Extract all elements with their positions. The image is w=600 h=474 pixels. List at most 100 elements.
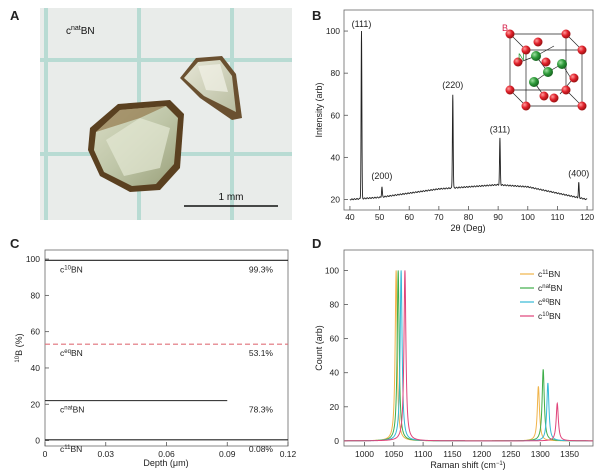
x-tick-label: 0.12 (280, 449, 297, 459)
x-tick-label: 0.06 (158, 449, 175, 459)
x-tick-label: 60 (404, 212, 414, 222)
inset-label-boron: B (502, 23, 508, 33)
panel-c-letter: C (10, 236, 20, 251)
x-tick-label: 90 (493, 212, 503, 222)
y-tick-label: 80 (31, 290, 41, 300)
legend-item-cnatbn: cnatBN (520, 283, 562, 293)
y-tick-label: 20 (31, 399, 41, 409)
panel-a: A (10, 8, 292, 220)
panel-b-letter: B (312, 8, 321, 23)
raman-line-ceqbn (344, 270, 593, 442)
y-axis-label: Count (arb) (314, 325, 324, 371)
scale-bar-label: 1 mm (219, 192, 244, 203)
x-tick-label: 100 (521, 212, 535, 222)
series-label-ceqbn: ceqBN (60, 348, 83, 358)
x-tick-label: 1100 (414, 449, 433, 459)
x-tick-label: 0.09 (219, 449, 236, 459)
peak-labels: (111) (200) (220) (311) (400) (352, 19, 590, 181)
panel-b: B 20 40 60 80 100 40 50 60 70 80 90 100 110 120 Inte… (312, 8, 594, 233)
y-axis-ticks: 20 40 60 80 100 (326, 26, 348, 204)
peak-label: (311) (490, 124, 510, 134)
x-tick-label: 1050 (384, 449, 403, 459)
panel-a-letter: A (10, 8, 20, 23)
y-tick-label: 20 (330, 402, 340, 412)
peak-label: (200) (371, 171, 392, 181)
y-tick-label: 40 (31, 363, 41, 373)
series-value-c10bn: 99.3% (249, 264, 274, 274)
y-tick-label: 0 (334, 436, 339, 446)
peak-label: (220) (442, 80, 463, 90)
raman-line-c11bn (344, 270, 593, 442)
boron-atoms (505, 29, 587, 111)
y-tick-label: 60 (331, 110, 341, 120)
peak-label: (400) (568, 169, 589, 179)
y-tick-label: 80 (330, 300, 340, 310)
x-axis-ticks: 1000 1050 1100 1150 1200 1250 1300 1350 (355, 442, 579, 459)
x-tick-label: 120 (580, 212, 594, 222)
series-value-cnatbn: 78.3% (249, 405, 274, 415)
series-value-c11bn: 0.08% (249, 444, 274, 454)
series-labels: c10BN ceqBN cnatBN c11BN 99.3% 53.1% 78.… (60, 264, 273, 453)
x-tick-label: 50 (375, 212, 385, 222)
y-tick-label: 40 (330, 368, 340, 378)
y-tick-label: 40 (331, 152, 341, 162)
raman-line-c10bn (344, 270, 593, 442)
x-tick-label: 1150 (443, 449, 462, 459)
raman-line-cnatbn (344, 270, 593, 442)
crystal-structure-inset: B N (502, 23, 587, 111)
y-tick-label: 100 (325, 265, 339, 275)
x-tick-label: 1350 (560, 449, 579, 459)
x-axis-label: Depth (μm) (143, 458, 188, 468)
svg-text:c10BN: c10BN (538, 311, 561, 321)
svg-text:ceqBN: ceqBN (538, 297, 561, 307)
y-tick-label: 60 (330, 334, 340, 344)
sample-label: cnatBN (66, 25, 95, 37)
peak-label: (111) (352, 19, 372, 29)
x-tick-label: 110 (551, 212, 565, 222)
y-tick-label: 100 (26, 254, 40, 264)
x-tick-label: 40 (345, 212, 355, 222)
svg-text:c11BN: c11BN (538, 269, 560, 279)
y-axis-label: Intensity (arb) (314, 82, 324, 137)
series-label-c11bn: c11BN (60, 444, 82, 454)
legend-item-c10bn: c10BN (520, 311, 561, 321)
x-tick-label: 1200 (472, 449, 491, 459)
x-tick-label: 0 (43, 449, 48, 459)
x-tick-label: 70 (434, 212, 444, 222)
x-axis-label: 2θ (Deg) (450, 223, 485, 233)
series-value-ceqbn: 53.1% (249, 348, 274, 358)
series-label-c10bn: c10BN (60, 264, 83, 274)
x-axis-label: Raman shift (cm−1) (430, 460, 505, 470)
x-axis-ticks: 40 50 60 70 80 90 100 110 120 (345, 206, 594, 222)
y-tick-label: 60 (31, 327, 41, 337)
x-tick-label: 80 (464, 212, 474, 222)
x-tick-label: 1300 (531, 449, 550, 459)
nitrogen-atoms (529, 51, 567, 87)
y-axis-label: 10B (%) (14, 333, 24, 362)
x-tick-label: 0.03 (97, 449, 114, 459)
y-tick-label: 0 (35, 436, 40, 446)
inset-label-nitrogen: N (518, 52, 525, 62)
photo-micrograph: cnatBN 1 mm (40, 8, 292, 220)
panel-c: C 0 20 40 60 80 100 0 0.03 0.06 0.09 0.12 10B (%)… (10, 236, 297, 468)
xrd-pattern-line (349, 31, 588, 201)
x-tick-label: 1000 (355, 449, 374, 459)
series-label-cnatbn: cnatBN (60, 405, 84, 415)
y-tick-label: 20 (331, 194, 341, 204)
y-tick-label: 80 (331, 68, 341, 78)
depth-profile-lines (45, 259, 288, 441)
raman-spectra (344, 270, 593, 442)
svg-text:cnatBN: cnatBN (538, 283, 562, 293)
y-axis-ticks: 0 20 40 60 80 100 (26, 254, 49, 446)
plot-d-frame (343, 249, 594, 447)
legend-item-c11bn: c11BN (520, 269, 560, 279)
y-tick-label: 100 (326, 26, 340, 36)
large-crystal (88, 100, 184, 192)
y-axis-ticks: 0 20 40 60 80 100 (325, 265, 348, 446)
panel-d-letter: D (312, 236, 321, 251)
legend-item-ceqbn: ceqBN (520, 297, 561, 307)
x-tick-label: 1250 (502, 449, 521, 459)
legend: c11BN cnatBN ceqBN c10BN (520, 269, 562, 321)
small-crystal (180, 56, 242, 120)
